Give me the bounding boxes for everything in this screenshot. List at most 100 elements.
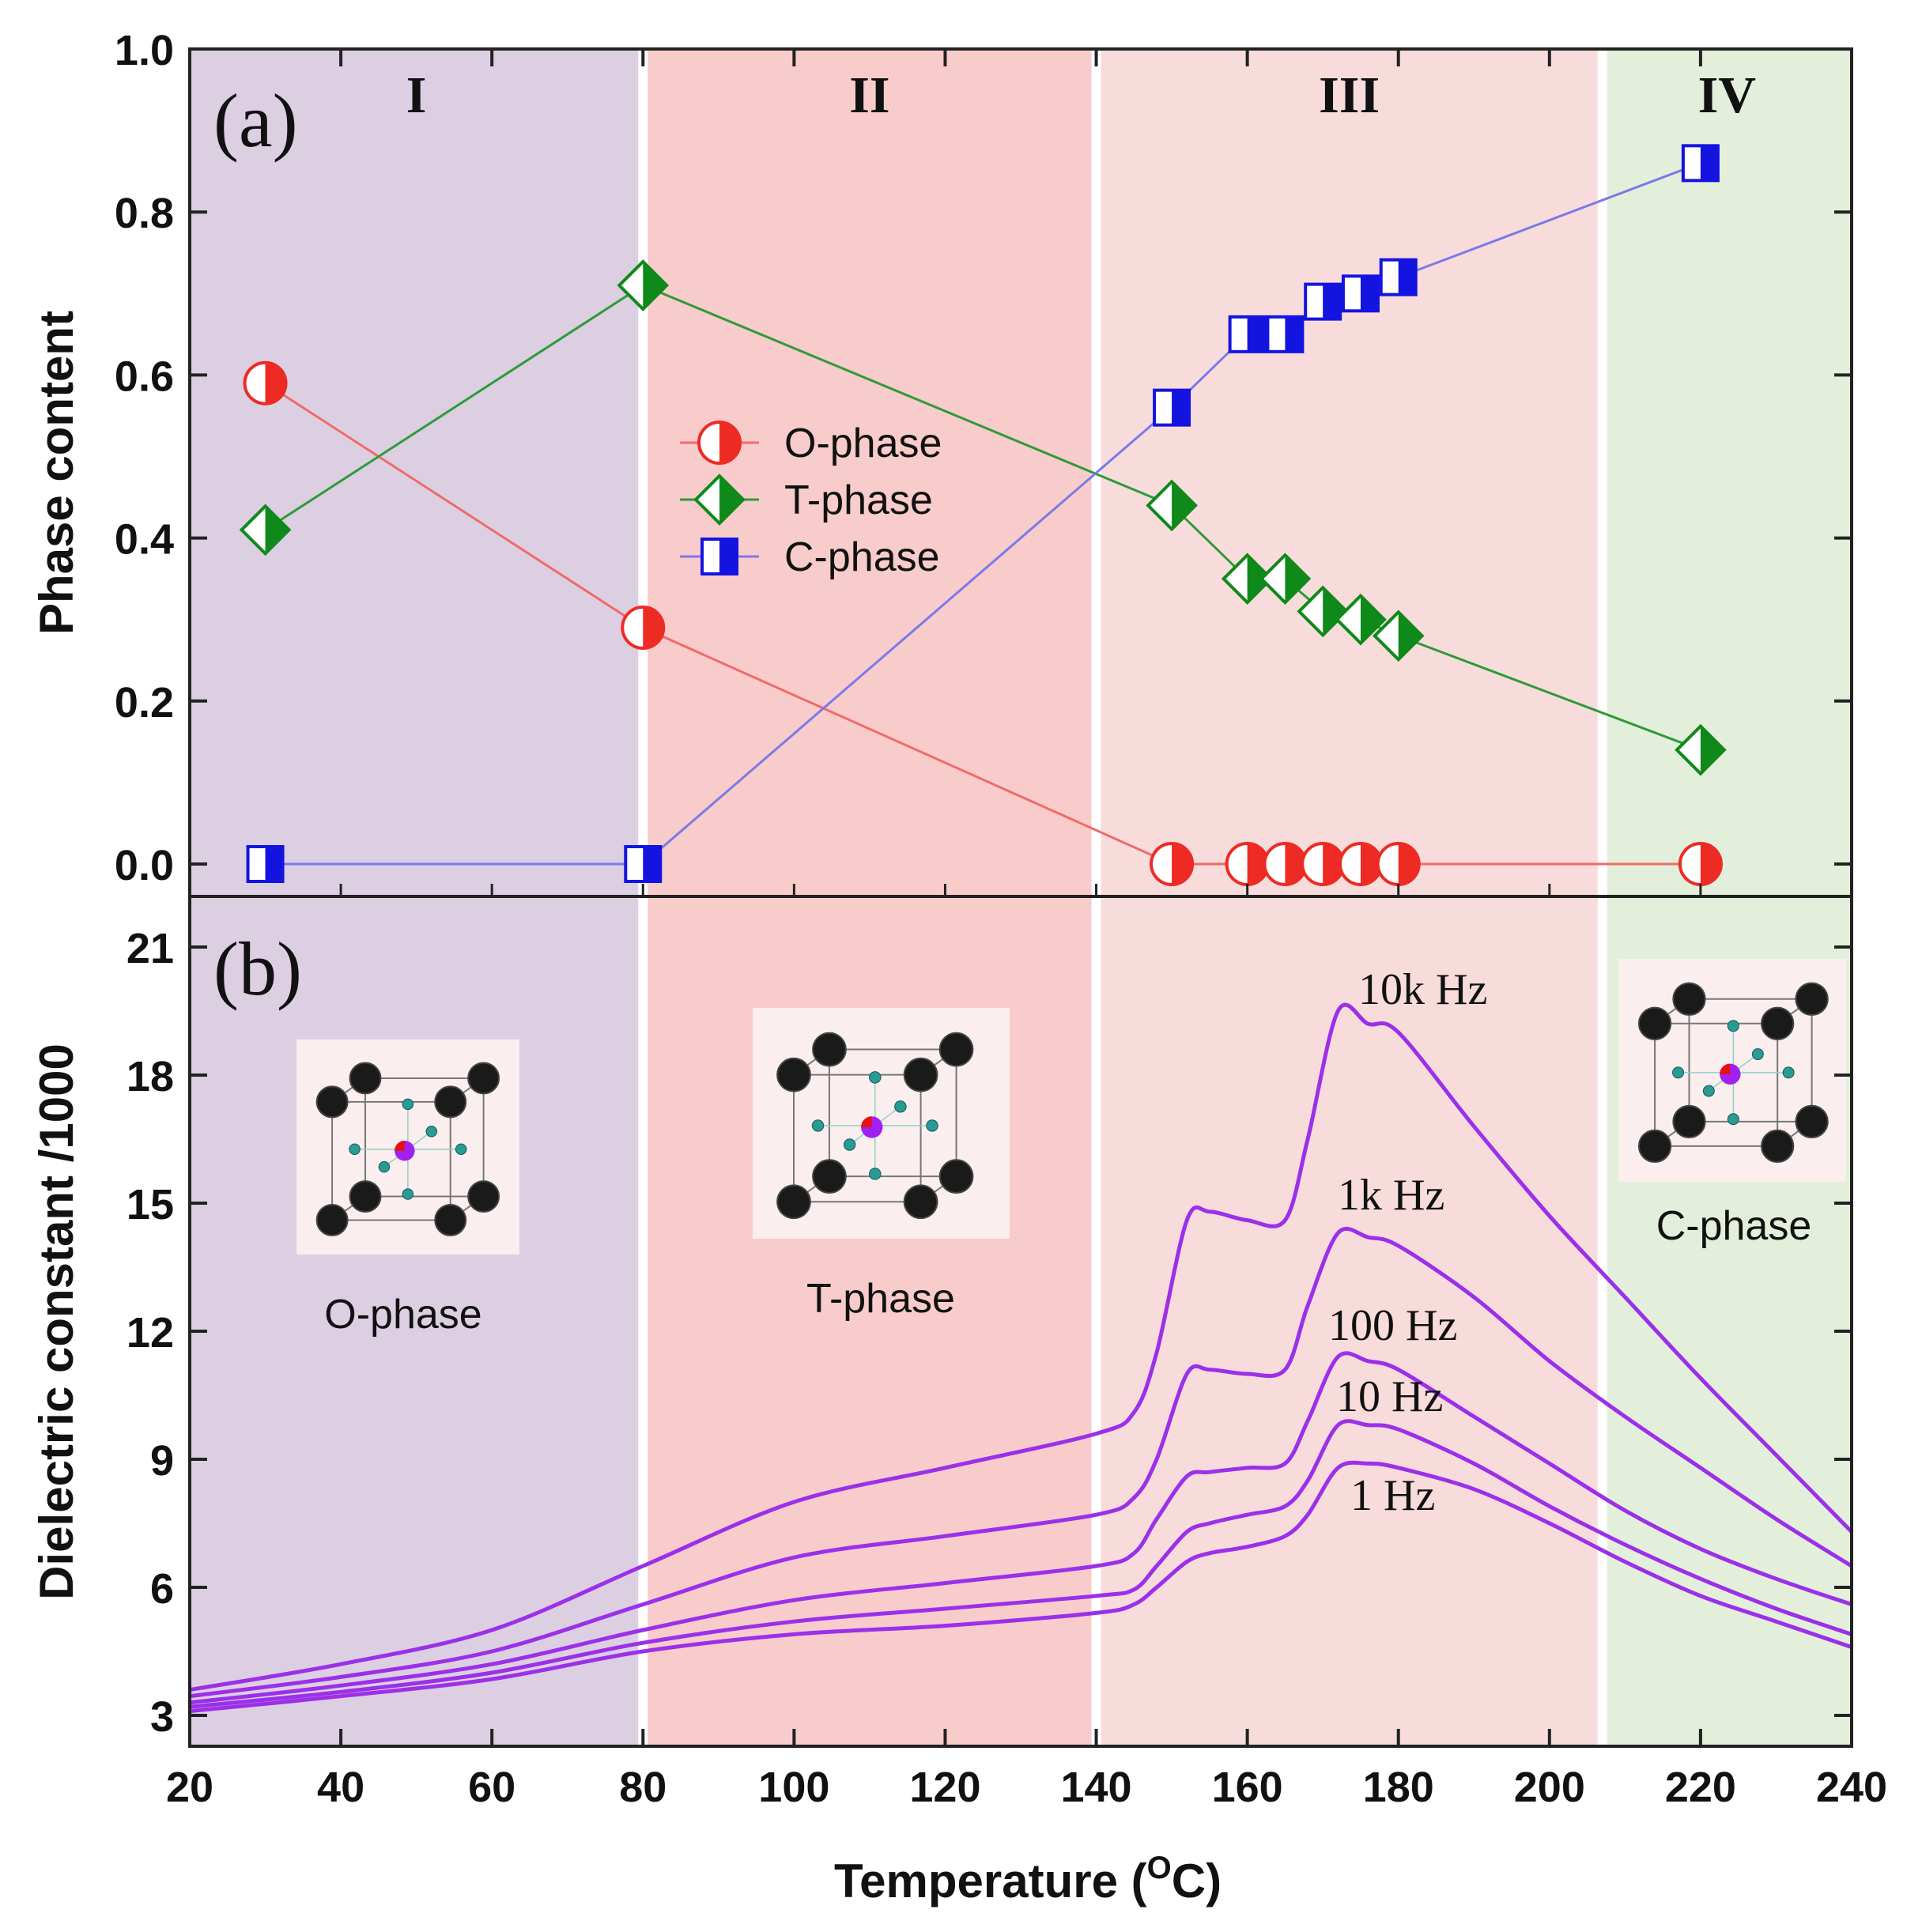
x-tick-label: 60 — [468, 1764, 515, 1811]
axis-tick-labels: 20 40 60 80 100 120 140 160 180 200 220 240 0.0 0.2 0.… — [115, 27, 1887, 1811]
legend-label-c-phase: C-phase — [784, 534, 940, 580]
corner-atom — [1637, 1129, 1672, 1164]
corner-atom — [938, 1032, 974, 1067]
curve-label-100hz: 100 Hz — [1328, 1301, 1457, 1350]
c-phase-structure-image — [1618, 959, 1846, 1182]
corner-atom — [315, 1204, 349, 1236]
corner-atom — [1672, 982, 1706, 1016]
point-o-phase — [1301, 842, 1346, 886]
corner-atom — [315, 1085, 349, 1119]
corner-atom — [434, 1085, 467, 1119]
corner-atom — [938, 1159, 974, 1194]
corner-atom — [812, 1159, 847, 1194]
curve-label-10hz: 10 Hz — [1336, 1372, 1443, 1421]
point-t-phase — [1675, 723, 1727, 776]
corner-atom — [1761, 1006, 1795, 1040]
y-tick-label-a: 0.0 — [115, 842, 174, 889]
x-tick-label: 200 — [1514, 1764, 1585, 1811]
curve-label-1hz: 1 Hz — [1350, 1471, 1435, 1520]
point-c-phase — [1266, 315, 1305, 353]
corner-atom — [903, 1184, 938, 1220]
point-t-phase — [1335, 593, 1387, 646]
point-o-phase — [1338, 842, 1383, 886]
y-tick-label-a: 0.6 — [115, 353, 174, 400]
plot-frame — [188, 47, 1853, 1748]
oxygen-atom — [402, 1098, 414, 1111]
x-tick-label: 100 — [758, 1764, 829, 1811]
curve-10hz — [190, 1419, 1852, 1709]
y-tick-label-a: 0.4 — [115, 516, 174, 564]
legend-marker-t-phase — [693, 474, 746, 526]
x-tick-label: 140 — [1060, 1764, 1131, 1811]
curve-1hz — [190, 1460, 1852, 1714]
legend-marker-c-phase — [700, 538, 738, 575]
curve-1khz — [190, 1226, 1852, 1699]
center-atom-red — [1720, 1063, 1731, 1074]
panel-b-label: (b) — [213, 926, 302, 1011]
corner-atom — [349, 1180, 382, 1213]
point-t-phase — [1372, 609, 1425, 662]
point-o-phase — [1678, 842, 1723, 886]
y-tick-label-b: 6 — [150, 1565, 174, 1613]
point-o-phase — [621, 606, 666, 651]
y-tick-label-b: 3 — [150, 1693, 174, 1741]
point-c-phase — [1681, 144, 1720, 183]
x-tick-label: 220 — [1665, 1764, 1736, 1811]
y-axis-title-a: Phase content — [30, 311, 83, 635]
x-tick-label: 120 — [909, 1764, 980, 1811]
point-c-phase — [1379, 258, 1418, 296]
structure-caption-c-phase: C-phase — [1656, 1203, 1812, 1249]
structure-caption-o-phase: O-phase — [324, 1292, 481, 1338]
curve-10khz — [190, 1002, 1852, 1692]
center-atom-red — [861, 1116, 872, 1127]
point-c-phase — [1153, 388, 1191, 427]
legend-marker-o-phase — [697, 421, 742, 465]
y-tick-label-a: 0.8 — [115, 190, 174, 237]
region-label-iv: IV — [1698, 66, 1756, 124]
point-o-phase — [1150, 842, 1195, 886]
y-axis-title-b: Dielectric constant /1000 — [30, 1043, 83, 1600]
oxygen-atom — [455, 1143, 467, 1155]
oxygen-atom — [1672, 1066, 1685, 1079]
corner-atom — [903, 1057, 938, 1092]
point-c-phase — [624, 845, 663, 883]
oxygen-atom — [425, 1126, 438, 1138]
panel-a-label: (a) — [213, 78, 298, 163]
oxygen-atom — [378, 1160, 391, 1173]
y-tick-label-b: 12 — [126, 1309, 174, 1357]
oxygen-atom — [402, 1188, 414, 1200]
x-tick-label: 80 — [619, 1764, 666, 1811]
x-tick-label: 240 — [1816, 1764, 1887, 1811]
curve-100hz — [190, 1351, 1852, 1705]
point-o-phase — [1225, 842, 1270, 886]
oxygen-atom — [349, 1143, 361, 1155]
point-o-phase — [1376, 842, 1421, 886]
corner-atom — [467, 1180, 500, 1213]
oxygen-atom — [1727, 1020, 1739, 1032]
region-label-ii: II — [849, 66, 889, 124]
point-c-phase — [1304, 282, 1342, 321]
y-tick-label-b: 21 — [126, 925, 174, 972]
structure-caption-t-phase: T-phase — [806, 1276, 955, 1322]
t-phase-structure-image — [753, 1008, 1010, 1239]
oxygen-atom — [869, 1168, 882, 1180]
corner-atom — [812, 1032, 847, 1067]
point-t-phase — [1297, 585, 1350, 638]
curve-label-1khz: 1k Hz — [1338, 1171, 1444, 1220]
corner-atom — [1795, 1104, 1829, 1139]
axis-ticks — [188, 47, 1853, 1746]
point-c-phase — [1228, 315, 1267, 353]
curve-label-10khz: 10k Hz — [1358, 965, 1487, 1014]
x-tick-label: 180 — [1363, 1764, 1434, 1811]
panel-b-dielectric-constant: (b) 10k Hz 1k Hz 100 Hz 10 Hz 1 Hz O-phase T-… — [190, 926, 1852, 1714]
corner-atom — [776, 1184, 811, 1220]
center-atom-red — [395, 1141, 405, 1151]
legend-label-t-phase: T-phase — [784, 477, 933, 523]
y-tick-label-a: 0.2 — [115, 679, 174, 726]
region-label-iii: III — [1319, 66, 1380, 124]
x-tick-label: 40 — [317, 1764, 364, 1811]
corner-atom — [1672, 1104, 1706, 1139]
x-tick-label: 20 — [166, 1764, 213, 1811]
